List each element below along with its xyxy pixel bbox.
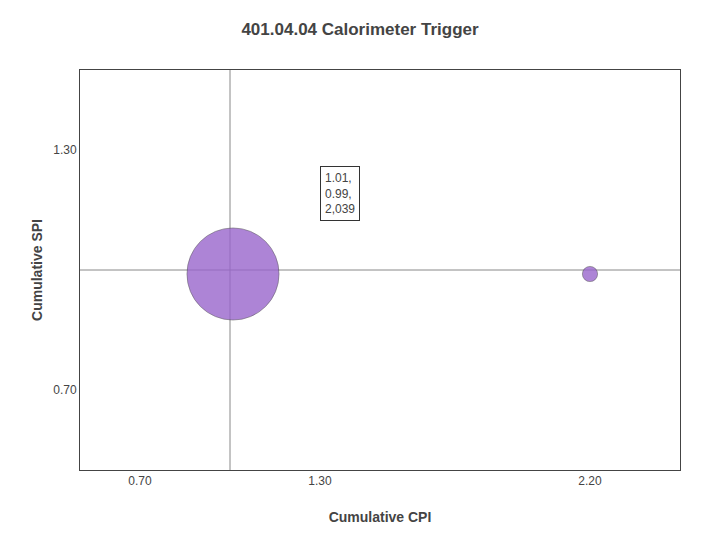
- svg-text:401.04.04 Calorimeter Trigger: 401.04.04 Calorimeter Trigger: [241, 20, 479, 39]
- svg-text:1.01,0.99,2,039: 1.01,0.99,2,039: [325, 171, 355, 216]
- svg-text:1.30: 1.30: [53, 143, 77, 157]
- svg-text:0.70: 0.70: [128, 474, 152, 488]
- svg-text:1.30: 1.30: [308, 474, 332, 488]
- svg-text:Cumulative SPI: Cumulative SPI: [29, 219, 45, 321]
- svg-text:2.20: 2.20: [578, 474, 602, 488]
- svg-text:Cumulative CPI: Cumulative CPI: [329, 509, 432, 525]
- svg-text:0.70: 0.70: [53, 383, 77, 397]
